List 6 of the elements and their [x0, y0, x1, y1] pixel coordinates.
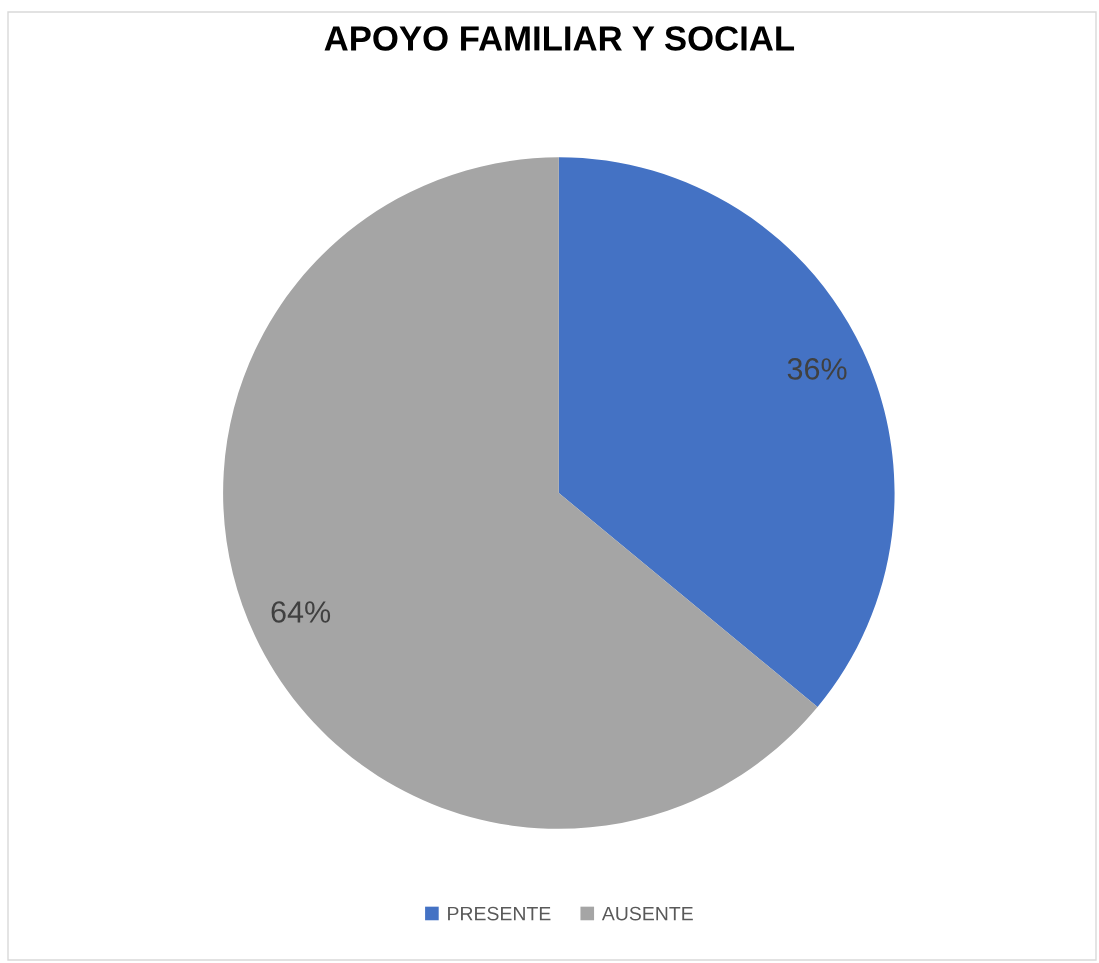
- legend-label: AUSENTE: [601, 906, 693, 921]
- legend-label: PRESENTE: [448, 906, 551, 921]
- data-label: 36%: [787, 358, 847, 380]
- data-label: 64%: [271, 601, 331, 623]
- pie-slice: [558, 157, 895, 708]
- chart-title: APOYO FAMILIAR Y SOCIAL: [324, 26, 795, 51]
